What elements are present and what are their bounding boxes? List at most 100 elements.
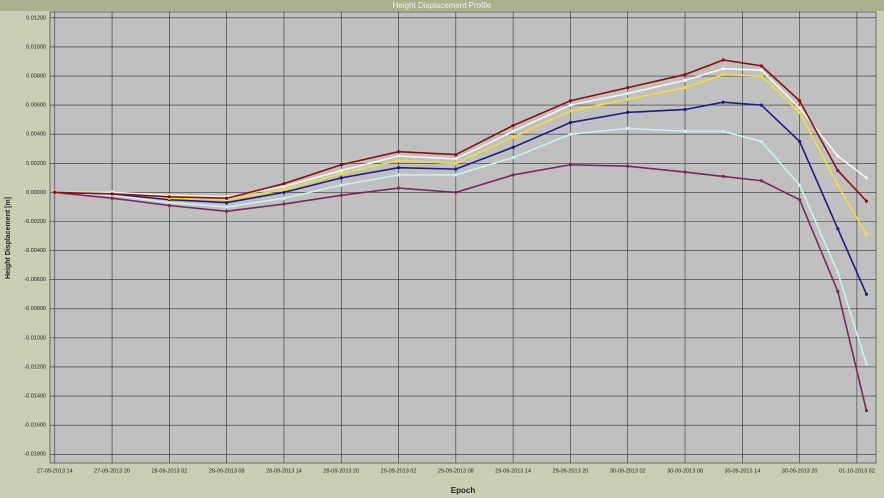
data-point [568, 120, 573, 125]
data-point [339, 171, 343, 176]
y-tick-label: 0.00400 [26, 132, 46, 138]
data-point [225, 200, 229, 205]
data-point [339, 176, 343, 180]
data-point [798, 99, 802, 103]
data-point [683, 78, 687, 82]
data-point [683, 107, 687, 112]
data-point [396, 150, 401, 154]
data-point [759, 103, 764, 107]
data-point [864, 232, 869, 237]
data-point [836, 154, 840, 158]
x-tick-label: 30-09-2013 02 [610, 468, 646, 474]
data-point [396, 186, 401, 190]
data-point [798, 139, 802, 144]
data-point [721, 72, 725, 77]
data-point [167, 203, 171, 208]
x-tick-label: 30-09-2013 20 [782, 468, 818, 474]
data-point [836, 168, 840, 173]
data-point [836, 289, 840, 293]
data-point [864, 199, 869, 203]
y-tick-label: -0.00600 [24, 277, 46, 283]
y-tick-label: 0.00200 [26, 161, 46, 167]
y-tick-label: -0.00200 [24, 219, 46, 225]
data-point [511, 155, 515, 160]
data-point [339, 183, 343, 187]
y-tick-label: 0.00000 [26, 190, 46, 196]
data-point [225, 209, 229, 213]
data-point [836, 270, 840, 275]
data-point [511, 129, 515, 133]
data-point [454, 157, 458, 161]
y-tick-label: 0.01000 [26, 44, 46, 50]
chart-title: Height Displacement Profile [393, 1, 492, 10]
data-point [568, 109, 573, 113]
x-tick-label: 28-09-2013 08 [209, 468, 245, 474]
data-point [626, 126, 630, 130]
y-tick-label: -0.01200 [24, 364, 46, 370]
data-point [282, 196, 286, 200]
data-point [167, 200, 171, 205]
data-point [721, 174, 725, 178]
data-point [759, 64, 764, 68]
data-point [864, 409, 869, 413]
data-point [836, 227, 840, 231]
data-point [683, 170, 687, 174]
data-point [511, 135, 515, 139]
x-tick-label: 29-09-2013 02 [381, 468, 417, 474]
data-point [568, 99, 573, 103]
data-point [511, 123, 515, 128]
data-point [759, 74, 764, 78]
x-tick-label: 28-09-2013 02 [151, 468, 187, 474]
data-point [339, 168, 343, 173]
x-axis-label: Epoch [451, 486, 476, 495]
data-point [721, 67, 725, 71]
x-tick-label: 28-09-2013 20 [323, 468, 359, 474]
data-point [167, 195, 171, 199]
x-tick-label: 28-09-2013 14 [266, 468, 302, 474]
data-point [626, 86, 630, 90]
x-tick-label: 29-09-2013 20 [553, 468, 589, 474]
data-point [798, 110, 802, 114]
data-point [282, 184, 286, 189]
x-tick-label: 29-09-2013 08 [438, 468, 474, 474]
data-point [282, 182, 286, 186]
data-point [282, 190, 286, 194]
data-point [53, 190, 57, 194]
data-point [864, 292, 869, 296]
y-tick-label: -0.01800 [24, 452, 46, 458]
data-point [282, 187, 286, 192]
data-point [454, 161, 458, 165]
data-point [454, 152, 458, 157]
data-point [798, 106, 802, 110]
data-point [759, 139, 764, 144]
data-point [339, 193, 343, 197]
data-point [683, 72, 687, 77]
data-point [396, 166, 401, 170]
data-point [225, 196, 229, 200]
data-point [721, 58, 725, 62]
data-point [721, 100, 725, 104]
data-point [110, 192, 114, 196]
plot-area [49, 11, 877, 464]
x-tick-label: 01-10-2013 02 [839, 468, 875, 474]
data-point [683, 129, 687, 133]
data-point [759, 179, 764, 183]
data-point [721, 129, 725, 133]
data-point [339, 163, 343, 167]
data-point [454, 173, 458, 177]
data-point [626, 97, 630, 101]
y-tick-label: 0.00800 [26, 73, 46, 79]
data-point [568, 132, 573, 136]
data-point [626, 91, 630, 96]
data-point [568, 103, 573, 107]
y-tick-label: -0.01400 [24, 394, 46, 400]
x-tick-label: 27-09-2013 14 [37, 468, 73, 474]
x-tick-label: 30-09-2013 08 [667, 468, 703, 474]
x-tick-label: 30-09-2013 14 [724, 468, 760, 474]
data-point [396, 158, 401, 162]
data-point [626, 164, 630, 168]
data-point [759, 68, 764, 72]
data-point [454, 190, 458, 194]
